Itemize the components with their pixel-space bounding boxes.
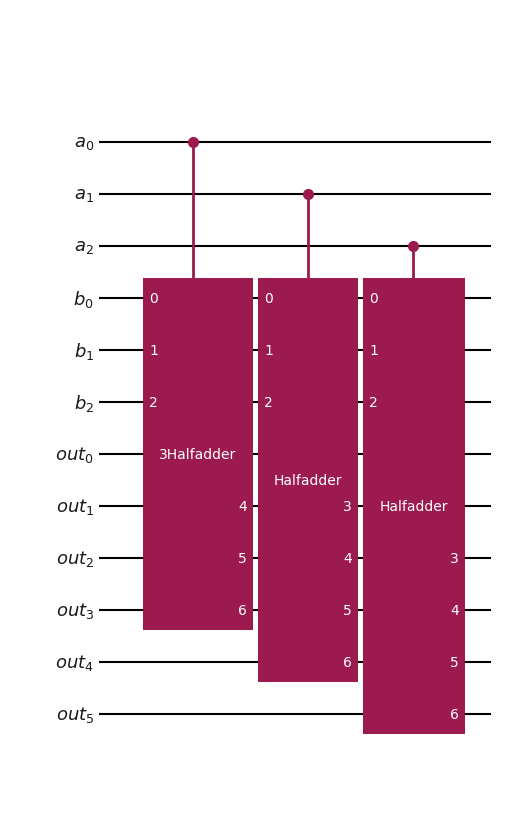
Text: $out_5$: $out_5$: [56, 704, 94, 724]
Text: $out_0$: $out_0$: [55, 445, 94, 465]
Text: 1: 1: [369, 344, 378, 358]
Text: $out_1$: $out_1$: [56, 497, 94, 517]
Text: $b_1$: $b_1$: [74, 340, 94, 361]
Text: 5: 5: [450, 655, 459, 669]
Text: $a_0$: $a_0$: [74, 134, 94, 152]
Text: $a_1$: $a_1$: [74, 185, 94, 204]
Text: 1: 1: [264, 344, 273, 358]
Text: 6: 6: [238, 604, 247, 617]
Bar: [143, 279, 253, 630]
Text: 4: 4: [450, 604, 459, 617]
Text: 2: 2: [149, 396, 158, 410]
Text: 3Halfadder: 3Halfadder: [159, 447, 237, 461]
Text: 2: 2: [369, 396, 378, 410]
Text: 3: 3: [343, 499, 352, 513]
Text: 4: 4: [238, 499, 247, 513]
Bar: [258, 279, 358, 682]
Text: 0: 0: [369, 291, 378, 306]
Text: 5: 5: [343, 604, 352, 617]
Text: $a_2$: $a_2$: [74, 238, 94, 256]
Text: Halfadder: Halfadder: [380, 499, 448, 513]
Text: $out_4$: $out_4$: [55, 652, 94, 672]
Text: Halfadder: Halfadder: [274, 474, 342, 488]
Text: $b_2$: $b_2$: [74, 392, 94, 413]
Text: $out_2$: $out_2$: [56, 548, 94, 568]
Text: 6: 6: [450, 707, 459, 721]
Text: 3: 3: [450, 551, 459, 566]
Text: 5: 5: [238, 551, 247, 566]
Text: $out_3$: $out_3$: [56, 600, 94, 620]
Text: 0: 0: [264, 291, 273, 306]
Text: $b_0$: $b_0$: [73, 288, 94, 309]
Text: 0: 0: [149, 291, 158, 306]
Text: 4: 4: [343, 551, 352, 566]
Bar: [363, 279, 465, 734]
Text: 6: 6: [343, 655, 352, 669]
Text: 1: 1: [149, 344, 158, 358]
Text: 2: 2: [264, 396, 273, 410]
